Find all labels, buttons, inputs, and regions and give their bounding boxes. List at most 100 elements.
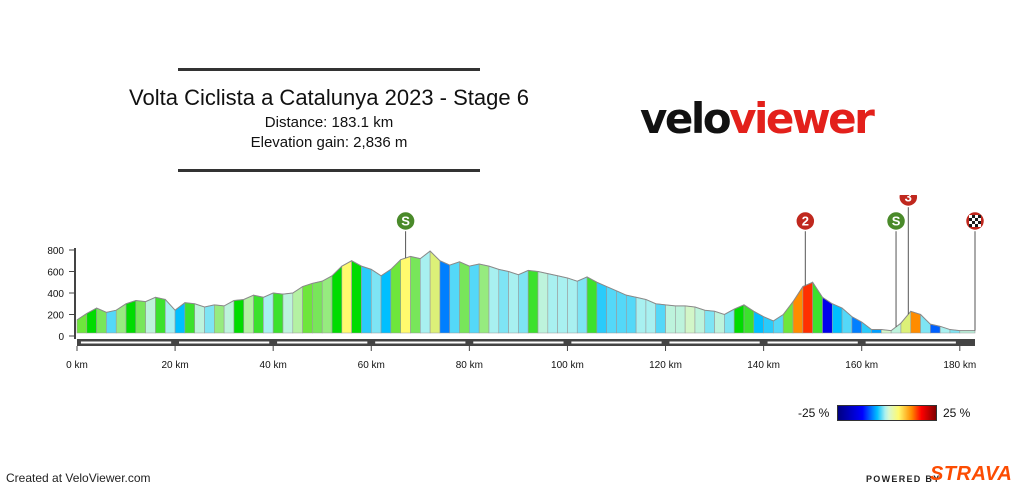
profile-segment	[547, 273, 558, 334]
profile-segment	[400, 256, 411, 334]
profile-segment	[675, 305, 686, 334]
x-tick-label: 120 km	[649, 360, 682, 371]
profile-segment	[518, 269, 529, 334]
profile-segment	[635, 296, 647, 334]
profile-segment	[488, 265, 500, 334]
y-tick-label: 200	[47, 311, 64, 322]
gradient-color-scale	[837, 405, 937, 421]
x-tick-label: 180 km	[943, 360, 976, 371]
created-by-link[interactable]: Created at VeloViewer.com	[6, 471, 151, 485]
profile-segment	[871, 329, 882, 334]
y-tick-label: 400	[47, 289, 64, 300]
profile-segment	[410, 256, 421, 334]
profile-segment	[302, 282, 313, 334]
profile-segment	[704, 309, 715, 334]
profile-segment	[831, 303, 843, 334]
profile-segment	[508, 271, 519, 334]
profile-segment	[292, 285, 303, 334]
profile-segment	[920, 313, 931, 334]
profile-segment	[439, 260, 451, 334]
profile-segment	[616, 290, 627, 334]
stage-elevation: Elevation gain: 2,836 m	[250, 134, 408, 151]
profile-segment	[684, 305, 696, 334]
stage-distance: Distance: 183.1 km	[264, 114, 394, 131]
finish-checker-square	[975, 218, 978, 221]
x-tick-label: 160 km	[845, 360, 878, 371]
title-block: Volta Ciclista a Catalunya 2023 - Stage …	[120, 68, 538, 172]
profile-segment	[743, 304, 755, 334]
finish-checker-square	[969, 221, 972, 224]
profile-segment	[86, 307, 97, 334]
profile-segment	[390, 258, 401, 334]
profile-segment	[174, 302, 186, 334]
x-tick-label: 20 km	[161, 360, 188, 371]
profile-segment	[900, 310, 912, 334]
profile-segment	[469, 263, 480, 334]
finish-checker-square	[975, 221, 978, 224]
finish-checker-square	[978, 215, 981, 218]
profile-segment	[194, 303, 205, 334]
sprint-marker-icon	[885, 210, 907, 232]
y-tick-label: 800	[47, 246, 64, 257]
finish-checker-square	[975, 215, 978, 218]
logo-part-velo: velo	[640, 94, 732, 143]
x-tick-label: 60 km	[358, 360, 385, 371]
profile-segment	[557, 275, 568, 334]
marker-label: S	[401, 214, 410, 229]
elevation-profile-chart: 0 200 400 600 800 0 km 20 km 40 km 60 km 80 km 100…	[47, 195, 986, 371]
profile-segment	[155, 296, 166, 334]
strava-logo[interactable]: STRAVA	[930, 463, 1013, 485]
gradient-scale-max: 25 %	[943, 406, 971, 420]
finish-checker-square	[978, 218, 981, 221]
profile-segment	[498, 268, 509, 334]
finish-checker-square	[969, 218, 972, 221]
profile-segment	[527, 270, 539, 334]
powered-by-label: POWERED BY	[866, 474, 941, 484]
profile-segment	[184, 302, 196, 334]
y-tick-label: 600	[47, 268, 64, 279]
profile-segment	[655, 303, 666, 334]
profile-segment	[204, 304, 215, 334]
sprint-marker-icon	[395, 210, 416, 232]
profile-segment	[351, 260, 362, 334]
x-tick-label: 80 km	[456, 360, 483, 371]
marker-label: 2	[802, 214, 809, 229]
y-tick-label: 0	[58, 332, 64, 343]
profile-segment	[321, 275, 333, 334]
profile-segment	[253, 294, 264, 334]
profile-segment	[724, 308, 735, 334]
finish-checker-square	[972, 224, 975, 227]
gradient-scale-min: -25 %	[798, 406, 830, 420]
x-tick-label: 40 km	[260, 360, 287, 371]
profile-segment	[576, 276, 588, 334]
profile-segment	[243, 294, 254, 334]
profile-segment	[478, 263, 490, 334]
profile-segment	[567, 277, 578, 334]
profile-segment	[596, 281, 607, 334]
climb-category-marker	[898, 195, 919, 208]
profile-segment	[645, 298, 657, 334]
profile-segment	[537, 271, 549, 334]
title-bottom-rule	[178, 169, 480, 172]
profile-segment	[586, 276, 598, 334]
profile-segment	[341, 260, 352, 334]
x-tick-label: 100 km	[551, 360, 584, 371]
profile-outline	[76, 250, 975, 332]
profile-segment	[625, 294, 637, 334]
finish-checker-square	[969, 224, 972, 227]
profile-segment	[459, 261, 470, 334]
profile-segment	[606, 286, 617, 334]
profile-segment	[380, 268, 392, 334]
finish-checker-square	[978, 221, 981, 224]
profile-segment	[782, 300, 794, 334]
veloviewer-logo: veloviewer	[640, 94, 875, 143]
profile-segment	[106, 309, 117, 334]
profile-segment	[733, 304, 745, 334]
profile-segment	[361, 265, 372, 334]
profile-segment	[135, 300, 146, 334]
finish-checker-square	[978, 224, 981, 227]
finish-checker-square	[969, 215, 972, 218]
marker-label: S	[892, 214, 901, 229]
profile-segment	[214, 304, 225, 334]
profile-segment	[665, 304, 676, 334]
